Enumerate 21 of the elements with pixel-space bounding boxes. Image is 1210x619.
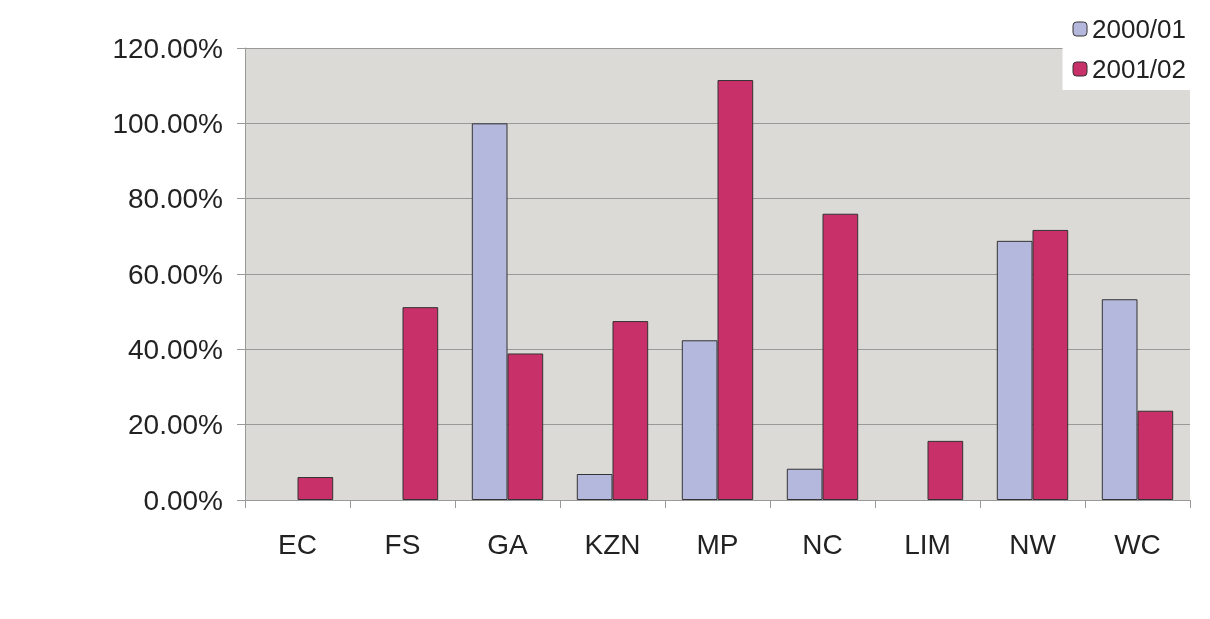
x-tick-label: LIM bbox=[904, 528, 951, 560]
x-tick-label: NW bbox=[1009, 528, 1057, 560]
y-tick-label: 0.00% bbox=[143, 484, 223, 516]
bar bbox=[402, 307, 439, 500]
y-tick-label: 40.00% bbox=[128, 333, 223, 365]
x-tick-label: MP bbox=[696, 528, 739, 560]
y-tick-label: 20.00% bbox=[128, 409, 223, 441]
y-tick-label: 120.00% bbox=[112, 32, 223, 64]
x-tick-label: EC bbox=[278, 528, 317, 560]
y-tick-label: 100.00% bbox=[112, 107, 223, 139]
y-tick-label: 60.00% bbox=[128, 258, 223, 290]
x-tick-label: NC bbox=[802, 528, 843, 560]
legend-label: 2000/01 bbox=[1092, 14, 1186, 44]
bar bbox=[927, 440, 964, 500]
bar bbox=[297, 477, 334, 500]
x-tick-label: WC bbox=[1114, 528, 1161, 560]
x-tick-label: KZN bbox=[584, 528, 641, 560]
y-tick-label: 80.00% bbox=[128, 183, 223, 215]
x-tick-label: FS bbox=[384, 528, 421, 560]
x-tick-label: GA bbox=[487, 528, 529, 560]
legend-label: 2001/02 bbox=[1092, 54, 1186, 84]
